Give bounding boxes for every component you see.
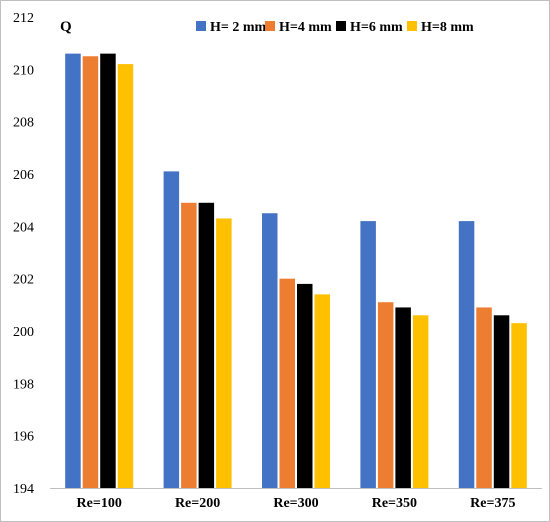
legend-swatch <box>407 21 417 31</box>
x-tick-label: Re=100 <box>77 496 122 511</box>
x-tick-label: Re=375 <box>470 496 515 511</box>
chart-axes: 194 196 198 200 202 204 206 208 210 212 Re=100 Re=2… <box>13 11 542 511</box>
bar-4-3 <box>314 294 330 488</box>
bar-3-3 <box>297 283 313 488</box>
legend-label: H=6 mm <box>350 20 403 35</box>
legend-label: H=4 mm <box>279 20 332 35</box>
bar-2-4 <box>377 302 394 488</box>
x-tick-label: Re=200 <box>175 496 220 511</box>
bar-3-5 <box>493 315 510 488</box>
y-tick-label: 196 <box>13 430 34 445</box>
bar-2-3 <box>279 278 295 488</box>
bar-2-2 <box>181 202 197 489</box>
x-tick-label: Re=350 <box>372 496 417 511</box>
bar-1-1 <box>65 53 81 489</box>
legend-swatch <box>336 21 346 31</box>
bar-1-3 <box>262 213 278 488</box>
y-tick-label: 200 <box>13 325 34 340</box>
chart-bars <box>65 53 527 489</box>
bar-4-5 <box>511 323 527 488</box>
x-tick-label: Re=300 <box>273 496 318 511</box>
y-tick-label: 202 <box>13 273 34 288</box>
bar-3-1 <box>100 53 116 489</box>
legend-label: H=8 mm <box>421 20 474 35</box>
bar-3-2 <box>198 202 215 489</box>
y-tick-label: 206 <box>13 168 34 183</box>
legend-label: H= 2 mm <box>210 20 267 35</box>
legend-swatch <box>196 21 206 31</box>
y-tick-label: 198 <box>13 377 34 392</box>
bar-4-2 <box>216 218 232 488</box>
bar-3-4 <box>395 307 411 488</box>
y-tick-label: 210 <box>13 63 34 78</box>
legend-swatch <box>265 21 275 31</box>
bar-2-5 <box>476 307 492 488</box>
y-axis-label: Q <box>60 19 72 35</box>
bar-4-1 <box>117 64 134 488</box>
bar-1-4 <box>360 221 376 488</box>
y-tick-label: 204 <box>13 220 34 235</box>
y-tick-label: 208 <box>13 116 34 131</box>
bar-4-4 <box>412 315 429 488</box>
chart-legend: H= 2 mm H=4 mm H=6 mm H=8 mm <box>196 20 474 35</box>
y-tick-label: 212 <box>13 11 34 26</box>
bar-2-1 <box>82 56 99 488</box>
bar-1-2 <box>163 171 180 488</box>
y-tick-label: 194 <box>13 482 34 497</box>
bar-1-5 <box>458 221 475 488</box>
